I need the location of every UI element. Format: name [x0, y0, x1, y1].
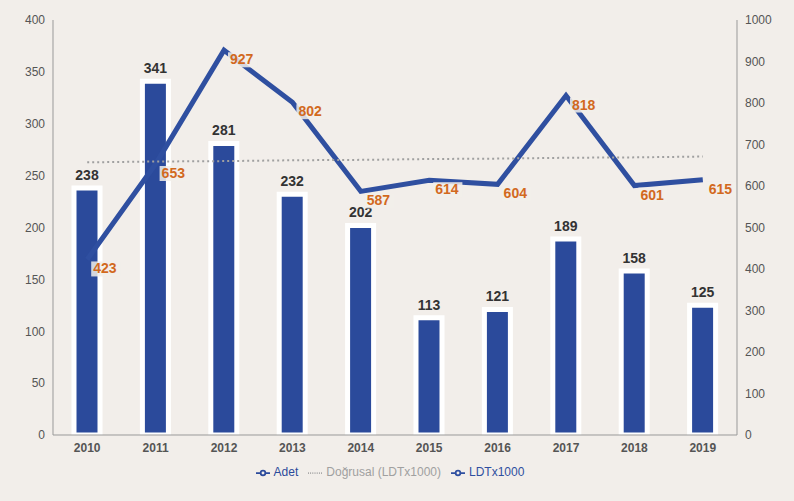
svg-text:587: 587 [367, 192, 391, 208]
svg-text:802: 802 [298, 103, 322, 119]
svg-text:341: 341 [144, 60, 168, 76]
svg-text:818: 818 [572, 97, 596, 113]
svg-text:600: 600 [745, 179, 765, 193]
svg-text:1000: 1000 [745, 13, 772, 27]
svg-text:158: 158 [623, 250, 647, 266]
svg-text:615: 615 [709, 181, 733, 197]
svg-text:238: 238 [75, 167, 99, 183]
svg-text:0: 0 [745, 428, 752, 442]
svg-text:200: 200 [745, 345, 765, 359]
svg-text:653: 653 [162, 165, 186, 181]
svg-text:100: 100 [25, 325, 45, 339]
svg-text:350: 350 [25, 65, 45, 79]
svg-text:2010: 2010 [74, 441, 101, 455]
svg-text:100: 100 [745, 387, 765, 401]
html-text:Doğrusal (LDTx1000): Doğrusal (LDTx1000) [326, 465, 441, 479]
html-text:Adet: Adet [273, 465, 299, 479]
svg-text:2011: 2011 [143, 441, 169, 455]
svg-text:2016: 2016 [484, 441, 511, 455]
svg-text:200: 200 [25, 221, 45, 235]
svg-text:2013: 2013 [279, 441, 306, 455]
svg-text:700: 700 [745, 138, 765, 152]
svg-text:927: 927 [230, 51, 254, 67]
svg-text:121: 121 [486, 288, 510, 304]
svg-text:2015: 2015 [416, 441, 443, 455]
svg-text:400: 400 [745, 262, 765, 276]
svg-text:2014: 2014 [347, 441, 374, 455]
svg-text:2018: 2018 [621, 441, 648, 455]
svg-text:400: 400 [25, 13, 45, 27]
svg-text:800: 800 [745, 96, 765, 110]
svg-text:900: 900 [745, 55, 765, 69]
svg-text:202: 202 [348, 204, 373, 221]
svg-text:50: 50 [32, 376, 46, 390]
html-text:LDTx1000: LDTx1000 [469, 465, 525, 479]
svg-text:614: 614 [435, 181, 459, 197]
svg-text:300: 300 [25, 117, 45, 131]
svg-text:232: 232 [281, 173, 305, 189]
svg-text:125: 125 [691, 284, 715, 300]
svg-text:281: 281 [212, 122, 236, 138]
svg-text:300: 300 [745, 304, 765, 318]
svg-text:604: 604 [504, 185, 528, 201]
svg-text:601: 601 [640, 187, 664, 203]
svg-text:500: 500 [745, 221, 765, 235]
svg-text:250: 250 [25, 169, 45, 183]
svg-text:150: 150 [25, 273, 45, 287]
svg-text:2012: 2012 [211, 441, 238, 455]
svg-text:2019: 2019 [689, 441, 716, 455]
svg-text:113: 113 [418, 297, 441, 313]
svg-text:2017: 2017 [553, 441, 580, 455]
svg-text:0: 0 [38, 428, 45, 442]
svg-text:423: 423 [93, 260, 117, 276]
svg-text:189: 189 [554, 218, 578, 234]
